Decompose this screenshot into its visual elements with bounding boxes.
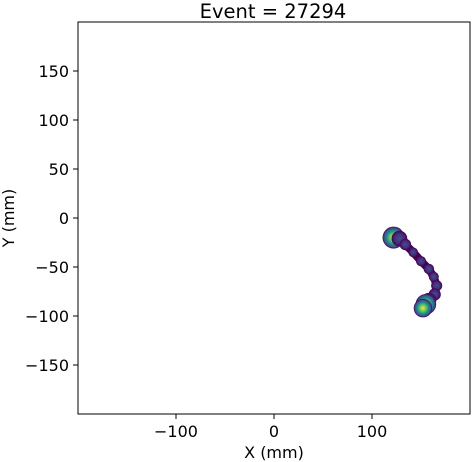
y-tick-label: −100: [25, 307, 69, 326]
heatmap-cell: [413, 298, 433, 318]
y-tick-label: 100: [38, 111, 69, 130]
x-tick-label: 100: [357, 422, 388, 441]
x-axis-ticks: −100 0 100: [154, 414, 387, 441]
heatmap-cell: [399, 238, 412, 251]
chart-title: Event = 27294: [200, 0, 347, 23]
y-axis-ticks: 150 100 50 0 −50 −100 −150: [25, 62, 78, 375]
y-axis-label: Y (mm): [0, 189, 18, 249]
x-tick-label: 0: [269, 422, 279, 441]
x-axis-label: X (mm): [244, 443, 304, 462]
axes-frame: [77, 21, 471, 415]
y-tick-label: 150: [38, 62, 69, 81]
y-tick-label: 0: [59, 209, 69, 228]
heatmap-cell: [423, 263, 435, 275]
x-tick-label: −100: [154, 422, 198, 441]
plot-area: [382, 226, 443, 318]
y-tick-label: 50: [49, 160, 69, 179]
heatmap-cell: [408, 247, 418, 258]
heatmap-cell: [431, 280, 443, 292]
y-tick-label: −50: [35, 258, 69, 277]
heatmap-cell: [428, 271, 439, 282]
heatmap-cell: [415, 256, 427, 267]
y-tick-label: −150: [25, 356, 69, 375]
